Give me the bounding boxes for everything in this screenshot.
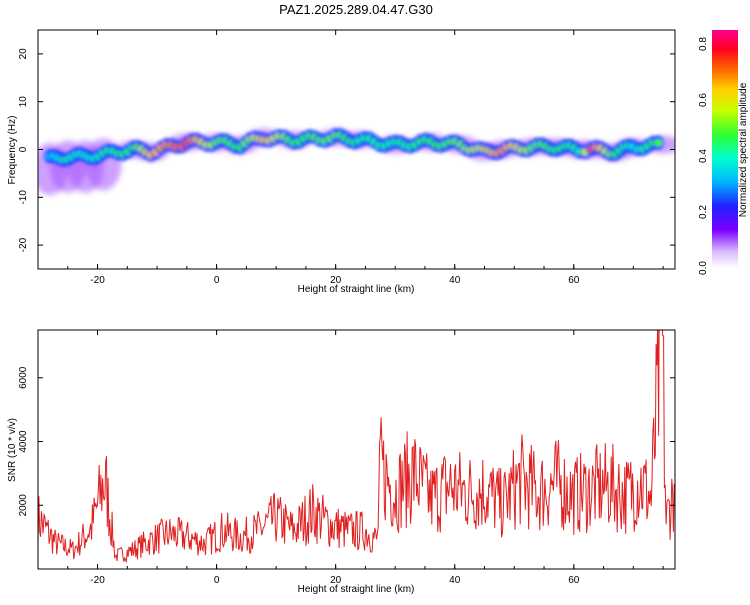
snr-y-label: SNR (10 * v/v): [7, 418, 18, 482]
colorbar-tick-label: 0.0: [698, 261, 709, 275]
spectrogram-ridge-core: [653, 139, 663, 147]
snr-x-label: Height of straight line (km): [298, 584, 415, 595]
y-tick-label: 0: [18, 146, 29, 152]
colorbar-tick-label: 0.2: [698, 205, 709, 219]
y-tick-label: 2000: [18, 494, 29, 517]
figure-title: PAZ1.2025.289.04.47.G30: [279, 2, 433, 17]
x-tick-label: 60: [568, 275, 580, 286]
y-tick-label: 4000: [18, 430, 29, 453]
snr-series-layer: [38, 330, 675, 563]
colorbar-tick-label: 0.6: [698, 93, 709, 107]
colorbar: 0.0 0.2 0.4 0.6 0.8 Normalized spectral ampl…: [698, 30, 749, 275]
x-tick-label: -20: [90, 275, 105, 286]
snr-y-ticks: 2000 4000 6000: [18, 366, 675, 516]
spectrogram-panel: -20 0 20 40 60 -20 -10 0 10 20 Height of straigh…: [7, 29, 676, 295]
y-tick-label: 6000: [18, 366, 29, 389]
x-tick-label: 20: [330, 275, 342, 286]
x-tick-label: 0: [214, 275, 220, 286]
x-tick-label: 40: [449, 575, 461, 586]
spectrogram-heat-layer: [38, 128, 675, 196]
y-tick-label: 10: [18, 96, 29, 108]
spectrogram-x-ticks: -20 0 20 40 60: [37, 30, 664, 286]
y-tick-label: -20: [18, 237, 29, 252]
colorbar-tick-label: 0.8: [698, 37, 709, 51]
colorbar-ticks: 0.0 0.2 0.4 0.6 0.8: [698, 37, 709, 275]
snr-series-line: [38, 330, 675, 563]
snr-panel: -20 0 20 40 60 2000 4000 6000 Height of straig…: [7, 329, 676, 595]
colorbar-gradient: [712, 30, 738, 268]
snr-border: [37, 329, 676, 570]
spectrogram-y-label: Frequency (Hz): [7, 116, 18, 185]
x-tick-label: 60: [568, 575, 580, 586]
y-tick-label: 20: [18, 48, 29, 60]
x-tick-label: 20: [330, 575, 342, 586]
colorbar-label: Normalized spectral amplitude: [738, 82, 749, 217]
x-tick-label: 40: [449, 275, 461, 286]
y-tick-label: -10: [18, 190, 29, 205]
x-tick-label: -20: [90, 575, 105, 586]
x-tick-label: 0: [214, 575, 220, 586]
snr-frame: [38, 330, 675, 569]
snr-x-ticks: -20 0 20 40 60: [37, 330, 664, 586]
spectrogram-y-ticks: -20 -10 0 10 20: [18, 48, 675, 252]
spectrogram-x-label: Height of straight line (km): [298, 284, 415, 295]
colorbar-tick-label: 0.4: [698, 149, 709, 163]
